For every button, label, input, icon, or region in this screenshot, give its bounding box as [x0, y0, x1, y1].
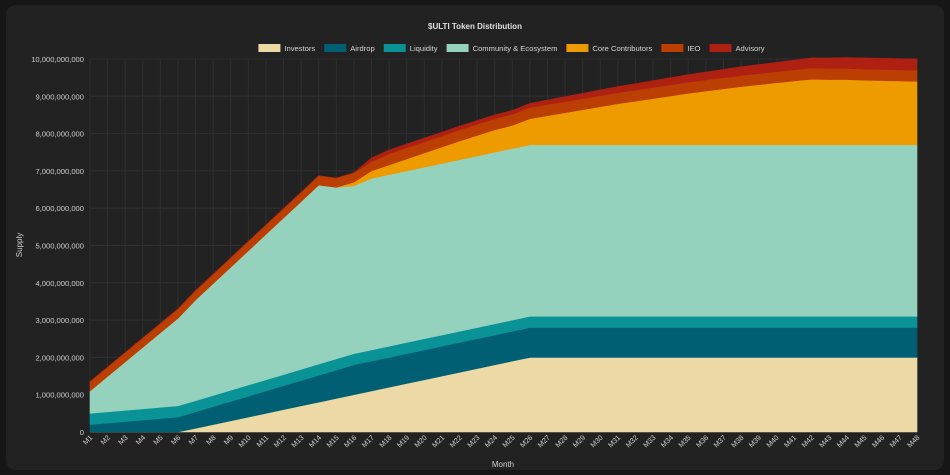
x-tick-label: M36	[694, 433, 710, 449]
x-tick-label: M12	[272, 433, 288, 449]
x-tick-label: M32	[624, 433, 640, 449]
x-tick-label: M31	[606, 433, 622, 449]
x-tick-label: M7	[187, 433, 200, 446]
x-tick-label: M19	[395, 433, 411, 449]
x-tick-label: M47	[888, 433, 904, 449]
x-tick-label: M21	[430, 433, 446, 449]
y-tick-label: 4,000,000,000	[35, 279, 84, 288]
x-tick-label: M16	[342, 433, 358, 449]
x-tick-label: M4	[134, 433, 147, 446]
y-tick-label: 0	[80, 428, 84, 437]
x-tick-label: M13	[289, 433, 305, 449]
x-tick-label: M6	[169, 433, 182, 446]
legend-item[interactable]: IEO	[661, 44, 701, 53]
x-tick-label: M28	[553, 433, 569, 449]
x-tick-label: M11	[254, 433, 270, 449]
legend-item[interactable]: Investors	[258, 44, 315, 53]
legend: Investors Airdrop Liquidity Community & Eco…	[258, 44, 765, 53]
legend-item[interactable]: Core Contributors	[566, 44, 653, 53]
legend-swatch	[383, 44, 406, 52]
x-tick-label: M42	[800, 433, 816, 449]
y-tick-label: 1,000,000,000	[35, 391, 84, 400]
legend-label: Airdrop	[350, 44, 374, 53]
legend-label: Advisory	[735, 44, 764, 53]
x-tick-label: M30	[588, 433, 604, 449]
y-tick-label: 2,000,000,000	[35, 353, 84, 362]
y-tick-label: 5,000,000,000	[35, 242, 84, 251]
x-tick-label: M46	[870, 433, 886, 449]
y-tick-label: 6,000,000,000	[35, 204, 84, 213]
legend-label: IEO	[687, 44, 700, 53]
x-tick-label: M2	[99, 433, 112, 446]
x-tick-label: M25	[500, 433, 516, 449]
y-tick-label: 8,000,000,000	[35, 130, 84, 139]
x-tick-label: M29	[571, 433, 587, 449]
legend-swatch	[324, 44, 347, 52]
x-tick-label: M14	[307, 433, 323, 449]
x-tick-label: M44	[835, 433, 851, 449]
x-tick-label: M9	[222, 433, 235, 446]
legend-item[interactable]: Airdrop	[324, 44, 375, 53]
legend-label: Core Contributors	[592, 44, 652, 53]
x-tick-label: M17	[360, 433, 376, 449]
legend-swatch	[258, 44, 281, 52]
y-tick-label: 7,000,000,000	[35, 167, 84, 176]
legend-item[interactable]: Liquidity	[383, 44, 438, 53]
x-tick-label: M24	[483, 433, 499, 449]
y-tick-label: 9,000,000,000	[35, 92, 84, 101]
legend-item[interactable]: Community & Ecosystem	[446, 44, 558, 53]
x-tick-label: M41	[782, 433, 798, 449]
x-tick-label: M10	[237, 433, 253, 449]
x-tick-label: M43	[817, 433, 833, 449]
series-areas	[89, 57, 918, 433]
x-tick-label: M34	[659, 433, 675, 449]
legend-label: Community & Ecosystem	[473, 44, 558, 53]
x-tick-label: M45	[852, 433, 868, 449]
legend-item[interactable]: Advisory	[709, 44, 765, 53]
legend-swatch	[446, 44, 469, 52]
x-tick-label: M33	[641, 433, 657, 449]
legend-swatch	[661, 44, 684, 52]
x-tick-label: M27	[536, 433, 552, 449]
legend-label: Investors	[284, 44, 315, 53]
x-tick-label: M3	[116, 433, 129, 446]
chart-title: $ULTI Token Distribution	[428, 22, 522, 31]
y-axis-label: Supply	[15, 233, 24, 257]
legend-swatch	[709, 44, 732, 52]
x-tick-label: M5	[151, 433, 164, 446]
x-tick-label: M38	[729, 433, 745, 449]
x-axis-label: Month	[492, 460, 514, 469]
x-axis-ticks: M1 M2 M3 M4 M5 M6 M7 M8 M9 M10 M11 M12 M13 M14 M15 M16 M…	[81, 433, 921, 449]
area-advisory	[89, 57, 918, 382]
y-axis-ticks: 0 1,000,000,000 2,000,000,000 3,000,000,000…	[31, 55, 84, 437]
x-tick-label: M15	[325, 433, 341, 449]
x-tick-label: M18	[377, 433, 393, 449]
x-tick-label: M22	[448, 433, 464, 449]
x-tick-label: M26	[518, 433, 534, 449]
x-tick-label: M40	[764, 433, 780, 449]
x-tick-label: M8	[204, 433, 217, 446]
x-tick-label: M35	[676, 433, 692, 449]
x-tick-label: M39	[747, 433, 763, 449]
x-tick-label: M23	[465, 433, 481, 449]
x-tick-label: M20	[412, 433, 428, 449]
legend-swatch	[566, 44, 589, 52]
y-tick-label: 10,000,000,000	[31, 55, 84, 64]
x-tick-label: M37	[712, 433, 728, 449]
y-tick-label: 3,000,000,000	[35, 316, 84, 325]
x-tick-label: M48	[905, 433, 921, 449]
legend-label: Liquidity	[410, 44, 438, 53]
